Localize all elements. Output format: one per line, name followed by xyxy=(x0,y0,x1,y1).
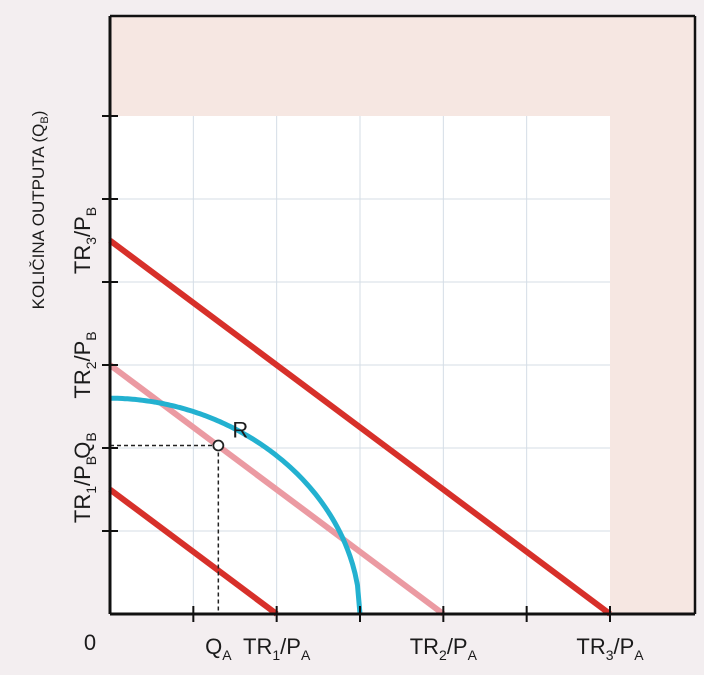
point-r-label: R xyxy=(232,418,248,443)
origin-label: 0 xyxy=(84,630,96,655)
dashed-guides xyxy=(110,444,220,614)
point-layer: R xyxy=(212,418,248,452)
grid xyxy=(110,116,610,614)
y-label: TR2/PB xyxy=(70,331,99,398)
axes xyxy=(102,14,697,622)
isorevenue-line-1 xyxy=(108,487,279,617)
x-label: TR3/PA xyxy=(576,634,644,663)
isorevenue-line-3 xyxy=(108,238,612,617)
y-axis-label: KOLIČINA OUTPUTA (QB) xyxy=(29,111,51,310)
y-label: TR3/PB xyxy=(70,207,99,274)
x-label: TR2/PA xyxy=(410,634,478,663)
x-label: TR1/PA xyxy=(243,634,311,663)
x-label: QA xyxy=(205,634,232,663)
point-r-marker xyxy=(212,439,225,452)
production-possibility-curve xyxy=(110,395,363,615)
y-label: QB xyxy=(70,432,99,458)
series-layer xyxy=(108,238,612,617)
y-label: TR1/PB xyxy=(70,456,99,523)
